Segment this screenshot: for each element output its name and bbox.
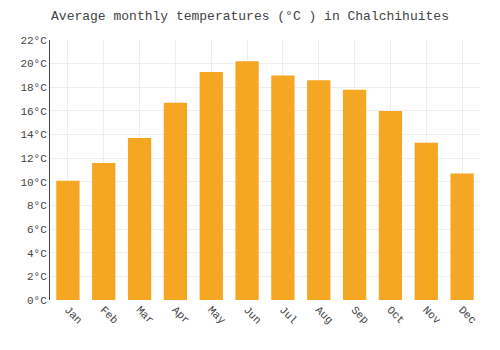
- svg-text:Sep: Sep: [349, 304, 371, 326]
- svg-text:10°C: 10°C: [20, 177, 47, 189]
- svg-text:Jul: Jul: [277, 304, 299, 326]
- svg-text:Apr: Apr: [169, 304, 191, 326]
- svg-text:22°C: 22°C: [20, 35, 47, 47]
- svg-text:Oct: Oct: [384, 304, 406, 326]
- svg-text:6°C: 6°C: [27, 224, 47, 236]
- svg-text:2°C: 2°C: [27, 271, 47, 283]
- svg-text:Mar: Mar: [134, 304, 156, 326]
- svg-text:14°C: 14°C: [20, 129, 47, 141]
- svg-text:18°C: 18°C: [20, 82, 47, 94]
- svg-text:16°C: 16°C: [20, 106, 47, 118]
- svg-text:0°C: 0°C: [27, 295, 47, 307]
- svg-text:12°C: 12°C: [20, 153, 47, 165]
- svg-text:Average monthly temperatures (: Average monthly temperatures (°C ) in Ch…: [51, 9, 449, 24]
- svg-text:May: May: [205, 304, 228, 327]
- svg-text:Feb: Feb: [98, 304, 120, 326]
- svg-text:Nov: Nov: [420, 304, 443, 327]
- svg-text:Dec: Dec: [456, 304, 478, 326]
- svg-text:8°C: 8°C: [27, 200, 47, 212]
- svg-text:20°C: 20°C: [20, 58, 47, 70]
- svg-text:4°C: 4°C: [27, 248, 47, 260]
- svg-text:Jan: Jan: [62, 304, 84, 326]
- svg-text:Jun: Jun: [241, 304, 263, 326]
- svg-text:Aug: Aug: [313, 304, 335, 326]
